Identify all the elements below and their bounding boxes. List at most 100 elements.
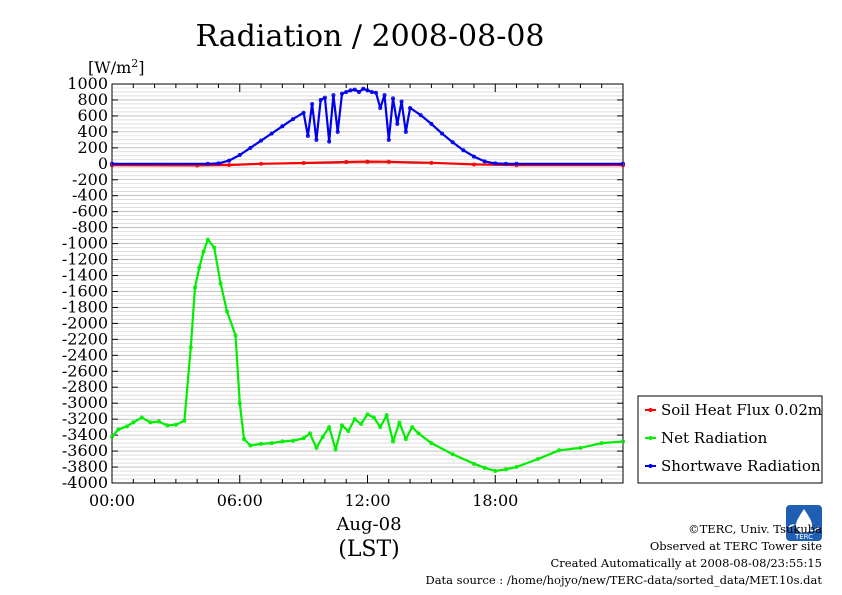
series-line [111, 238, 624, 473]
data-point [197, 265, 202, 270]
data-point [110, 434, 115, 439]
data-point [259, 161, 264, 166]
data-point [471, 461, 476, 466]
legend-marker [648, 436, 653, 440]
data-point [403, 437, 408, 442]
y-tick-label: -1800 [62, 297, 108, 316]
y-tick-label: -400 [72, 186, 108, 205]
terc-logo: TERC [786, 505, 822, 541]
data-point [386, 159, 391, 164]
footer-copyright: ©TERC, Univ. Tsukuba [688, 522, 822, 536]
y-tick-label: 600 [77, 106, 108, 125]
data-point [418, 113, 423, 118]
data-point [327, 139, 332, 144]
data-point [359, 421, 364, 426]
legend: Soil Heat Flux 0.02m Net Radiation Shortwa… [637, 395, 823, 484]
data-point [384, 413, 389, 418]
data-point [450, 140, 455, 145]
data-point [365, 159, 370, 164]
data-point [391, 439, 396, 444]
y-tick-label: -3600 [62, 441, 108, 460]
data-point [320, 434, 325, 439]
data-point [335, 129, 340, 134]
data-point [233, 333, 238, 338]
data-point [124, 424, 129, 429]
data-point [369, 89, 374, 94]
x-axis: 00:00 06:00 12:00 18:00 [89, 84, 624, 510]
data-point [361, 86, 366, 91]
data-point [259, 138, 264, 143]
data-point [156, 419, 161, 424]
legend-label: Net Radiation [661, 429, 768, 447]
data-point [290, 438, 295, 443]
data-point [148, 420, 153, 425]
data-point [193, 285, 198, 290]
data-point [280, 124, 285, 129]
data-point [116, 427, 121, 432]
data-point [205, 161, 210, 166]
series-line [111, 160, 623, 167]
data-point [301, 161, 306, 166]
data-point [344, 160, 349, 165]
x-date-label: Aug-08 [335, 514, 401, 535]
x-tick-label: 00:00 [89, 491, 135, 510]
data-point [352, 87, 357, 92]
wave-icon [788, 524, 820, 532]
data-point [237, 153, 242, 158]
series-group [110, 86, 626, 474]
chart-title: Radiation / 2008-08-08 [195, 19, 544, 54]
footer-observed: Observed at TERC Tower site [650, 539, 822, 553]
data-point [339, 91, 344, 96]
data-point [224, 309, 229, 314]
x-timezone-label: (LST) [338, 537, 400, 562]
data-point [514, 161, 519, 166]
data-point [301, 110, 306, 115]
data-point [410, 425, 415, 430]
grid-lines [112, 83, 623, 484]
data-point [403, 129, 408, 134]
y-tick-label: 1000 [67, 74, 108, 93]
y-tick-label: -2200 [62, 329, 108, 348]
droplet-icon [796, 509, 812, 533]
data-point [429, 160, 434, 165]
data-point [365, 88, 370, 93]
data-point [429, 121, 434, 126]
data-point [493, 469, 498, 474]
data-point [314, 137, 319, 142]
data-point [621, 439, 626, 444]
y-tick-label: 200 [77, 138, 108, 157]
data-point [290, 117, 295, 122]
data-point [269, 441, 274, 446]
y-tick-label: -1200 [62, 250, 108, 269]
data-point [429, 441, 434, 446]
data-point [218, 281, 223, 286]
data-point [344, 89, 349, 94]
data-point [188, 345, 193, 350]
data-point [308, 431, 313, 436]
y-tick-label: -800 [72, 218, 108, 237]
data-point [397, 420, 402, 425]
data-point [173, 422, 178, 427]
data-point [331, 93, 336, 98]
data-point [322, 95, 327, 100]
y-tick-label: -1000 [62, 234, 108, 253]
data-point [139, 415, 144, 420]
data-point [205, 237, 210, 242]
data-point [440, 131, 445, 136]
data-point [110, 161, 115, 166]
series-1 [110, 237, 626, 474]
data-point [318, 97, 323, 102]
data-point [356, 89, 361, 94]
data-point [450, 452, 455, 457]
series-line [112, 87, 623, 165]
data-point [269, 131, 274, 136]
y-tick-label: -3400 [62, 425, 108, 444]
y-tick-label: -3000 [62, 393, 108, 412]
data-point [333, 447, 338, 452]
data-point [503, 467, 508, 472]
data-point [493, 161, 498, 166]
data-point [395, 121, 400, 126]
y-axis: 10008006004002000-200-400-600-800-1000-1… [62, 74, 623, 492]
data-point [201, 249, 206, 254]
